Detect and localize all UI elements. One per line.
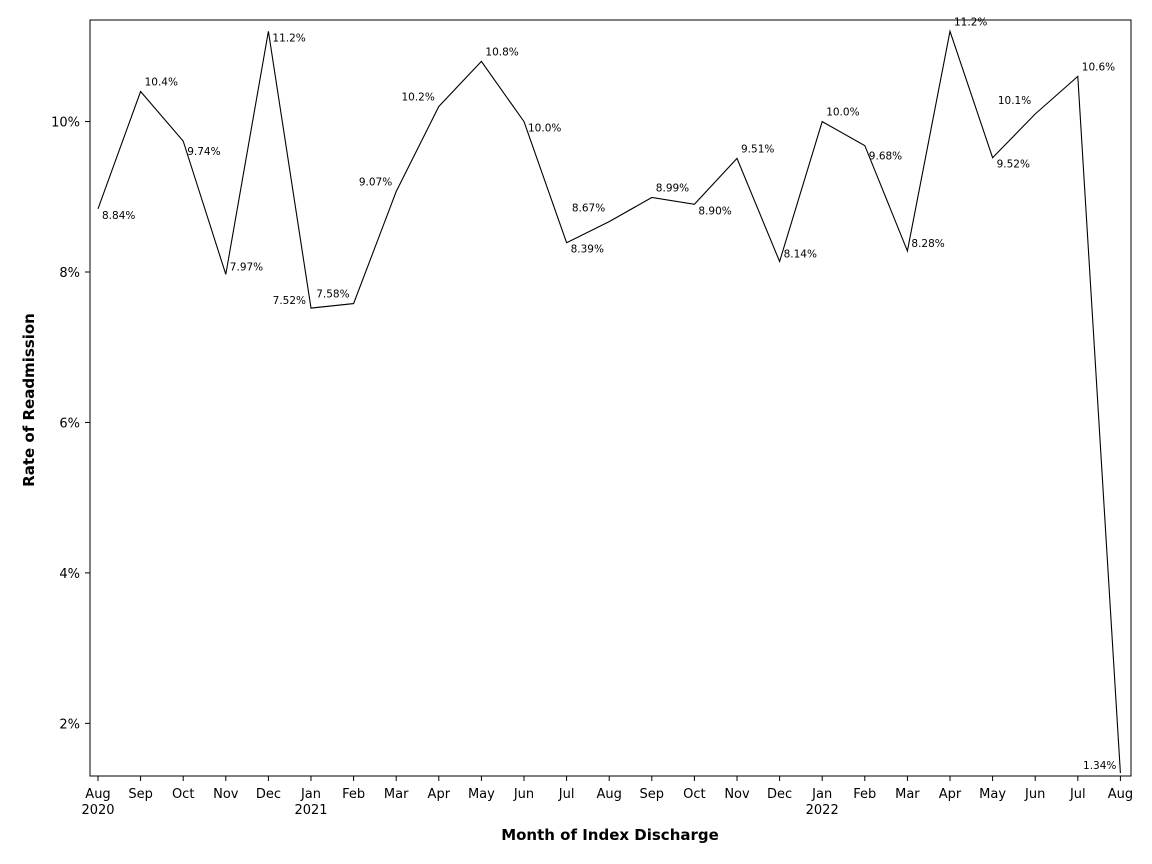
data-labels: 8.84% 10.4% 9.74% 7.97% 11.2% 7.52% 7.58% 9.07%… bbox=[102, 16, 1116, 772]
y-axis: 2% 4% 6% 8% 10% bbox=[51, 116, 90, 732]
x-tick-label: Oct bbox=[172, 787, 194, 802]
x-tick-label: Dec bbox=[767, 787, 792, 802]
data-label: 10.1% bbox=[998, 95, 1031, 107]
x-tick-label: Jan bbox=[811, 787, 832, 802]
data-label: 10.6% bbox=[1082, 61, 1115, 73]
data-label: 10.4% bbox=[145, 76, 178, 88]
x-tick-label: May bbox=[979, 787, 1006, 802]
x-tick-label: Jul bbox=[558, 787, 575, 802]
data-label: 8.99% bbox=[656, 183, 689, 195]
data-label: 8.14% bbox=[784, 248, 817, 260]
x-tick-label: Dec bbox=[256, 787, 281, 802]
x-tick-label: Jan bbox=[300, 787, 321, 802]
data-label: 9.68% bbox=[869, 151, 902, 163]
x-tick-label: Oct bbox=[683, 787, 705, 802]
data-label: 9.51% bbox=[741, 143, 774, 155]
x-year-label: 2020 bbox=[81, 803, 114, 818]
x-tick-label: Feb bbox=[342, 787, 365, 802]
x-axis-title: Month of Index Discharge bbox=[501, 826, 719, 844]
data-label: 9.52% bbox=[997, 159, 1030, 171]
series-line bbox=[97, 29, 1121, 774]
data-label: 7.58% bbox=[316, 289, 349, 301]
y-tick-label: 10% bbox=[51, 116, 80, 131]
plot-frame bbox=[89, 19, 1132, 777]
x-tick-label: Jun bbox=[1024, 787, 1045, 802]
data-label: 8.67% bbox=[572, 203, 605, 215]
x-tick-label: Mar bbox=[384, 787, 409, 802]
y-tick-label: 8% bbox=[59, 266, 80, 281]
x-tick-label: Nov bbox=[213, 787, 239, 802]
x-tick-label: Aug bbox=[1108, 787, 1133, 802]
data-label: 7.52% bbox=[273, 295, 306, 307]
data-label: 9.07% bbox=[359, 177, 392, 189]
y-tick-label: 2% bbox=[59, 717, 80, 732]
y-tick-label: 4% bbox=[59, 567, 80, 582]
x-tick-label: Aug bbox=[597, 787, 622, 802]
y-axis-title: Rate of Readmission bbox=[20, 313, 38, 487]
x-tick-label: Sep bbox=[640, 787, 665, 802]
x-tick-label: May bbox=[468, 787, 495, 802]
x-tick-label: Apr bbox=[428, 787, 451, 802]
x-tick-label: Aug bbox=[85, 787, 110, 802]
data-label: 8.90% bbox=[698, 205, 731, 217]
x-axis: Aug Sep Oct Nov Dec Jan Feb Mar Apr May Jun Jul Aug S… bbox=[81, 776, 1133, 818]
data-label: 10.8% bbox=[485, 46, 518, 58]
x-tick-label: Jul bbox=[1069, 787, 1086, 802]
x-tick-label: Nov bbox=[724, 787, 750, 802]
data-label: 8.84% bbox=[102, 210, 135, 222]
data-label: 1.34% bbox=[1083, 760, 1116, 772]
data-label: 10.0% bbox=[528, 123, 561, 135]
x-tick-label: Sep bbox=[128, 787, 153, 802]
data-label: 9.74% bbox=[187, 146, 220, 158]
data-label: 11.2% bbox=[272, 32, 305, 44]
data-label: 10.2% bbox=[401, 92, 434, 104]
data-label: 10.0% bbox=[826, 107, 859, 119]
x-year-label: 2022 bbox=[806, 803, 839, 818]
y-tick-label: 6% bbox=[59, 416, 80, 431]
x-tick-label: Apr bbox=[939, 787, 962, 802]
data-label: 11.2% bbox=[954, 16, 987, 28]
x-tick-label: Jun bbox=[513, 787, 534, 802]
data-label: 8.39% bbox=[571, 244, 604, 256]
x-year-label: 2021 bbox=[294, 803, 327, 818]
data-label: 8.28% bbox=[911, 238, 944, 250]
x-tick-label: Mar bbox=[895, 787, 920, 802]
x-tick-label: Feb bbox=[853, 787, 876, 802]
data-label: 7.97% bbox=[230, 261, 263, 273]
